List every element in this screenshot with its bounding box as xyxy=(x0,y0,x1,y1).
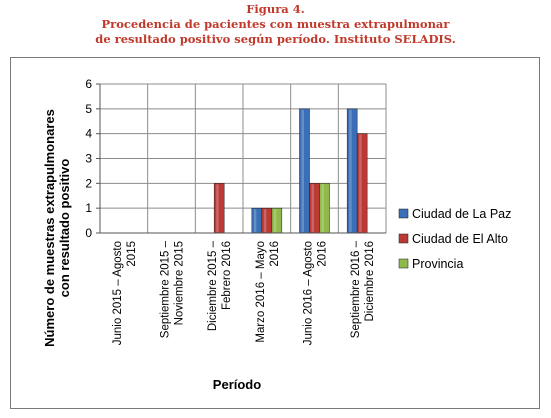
legend-label-2: Provincia xyxy=(412,257,463,271)
y-axis-title-line-2: con resultado positivo xyxy=(57,159,72,298)
bar-1-3 xyxy=(261,207,273,234)
bar-highlight-1-5 xyxy=(359,134,362,232)
bar-highlight-0-4 xyxy=(301,109,304,232)
y-tick-label-1: 1 xyxy=(85,201,92,215)
legend-swatch-0 xyxy=(398,208,409,219)
y-tick-labels: 0 1 2 3 4 5 6 xyxy=(85,77,92,240)
x-tick-label-4-0: Junio 2016 – Agosto xyxy=(303,241,315,345)
x-tick-label-0-0: Junio 2015 – Agosto xyxy=(112,241,124,345)
x-tick-label-2-0: Diciembre 2015 – xyxy=(207,240,219,331)
y-tick-label-6: 6 xyxy=(85,77,92,91)
bar-1-4 xyxy=(309,183,320,234)
legend: Ciudad de La Paz Ciudad de El Alto Provinc… xyxy=(398,207,511,271)
x-tick-label-3-1: 2016 xyxy=(269,241,281,267)
bar-0-4 xyxy=(299,108,310,234)
bar-highlight-2-3 xyxy=(273,209,277,232)
y-tick-label-5: 5 xyxy=(85,102,92,116)
bar-0-3 xyxy=(251,207,263,234)
x-tick-labels: Junio 2015 – Agosto 2015 Septiembre 2015 –… xyxy=(112,240,376,345)
bar-highlight-1-3 xyxy=(263,209,267,232)
grid-lines xyxy=(99,83,387,234)
legend-label-0: Ciudad de La Paz xyxy=(412,207,511,221)
legend-swatch-1 xyxy=(398,233,409,244)
legend-swatch-2 xyxy=(398,258,409,269)
y-axis-title-line-1: Número de muestras extrapulmonares xyxy=(42,109,57,347)
x-tick-label-1-1: Noviembre 2015 xyxy=(174,241,186,325)
chart-frame: 0 1 2 3 4 5 6 Junio 2015 – Agosto 2015 Septiembr… xyxy=(10,57,540,409)
x-tick-label-0-1: 2015 xyxy=(126,241,138,267)
x-tick-label-3-0: Marzo 2016 – Mayo xyxy=(255,241,267,343)
bar-highlight-0-3 xyxy=(253,209,257,232)
axes xyxy=(96,83,386,234)
bar-0-5 xyxy=(346,108,358,234)
y-tick-label-4: 4 xyxy=(85,127,92,141)
bar-1-5 xyxy=(356,133,368,234)
bar-2-3 xyxy=(271,207,283,234)
x-axis-title: Período xyxy=(213,377,261,392)
bar-highlight-1-2 xyxy=(216,184,219,232)
y-tick-label-3: 3 xyxy=(85,152,92,166)
bar-highlight-1-4 xyxy=(311,184,314,232)
x-tick-label-1-0: Septiembre 2015 – xyxy=(160,240,172,338)
bar-2-4 xyxy=(319,183,330,234)
bar-chart: 0 1 2 3 4 5 6 Junio 2015 – Agosto 2015 Septiembr… xyxy=(42,77,511,392)
bar-highlight-2-4 xyxy=(321,184,324,232)
figure-title-line-2: de resultado positivo según período. Ins… xyxy=(95,32,456,46)
x-tick-label-5-1: Diciembre 2016 xyxy=(364,241,376,322)
y-tick-label-0: 0 xyxy=(85,226,92,240)
x-tick-label-5-0: Septiembre 2016 – xyxy=(350,240,362,338)
legend-label-1: Ciudad de El Alto xyxy=(412,232,508,246)
figure-number: Figura 4. xyxy=(246,2,305,16)
x-tick-label-4-1: 2016 xyxy=(317,241,329,267)
bar-1-2 xyxy=(213,183,225,234)
bar-highlight-0-5 xyxy=(349,109,352,232)
figure-title-line-1: Procedencia de pacientes con muestra ext… xyxy=(101,17,450,31)
x-tick-label-2-1: Febrero 2016 xyxy=(221,241,233,310)
y-tick-label-2: 2 xyxy=(85,176,92,190)
